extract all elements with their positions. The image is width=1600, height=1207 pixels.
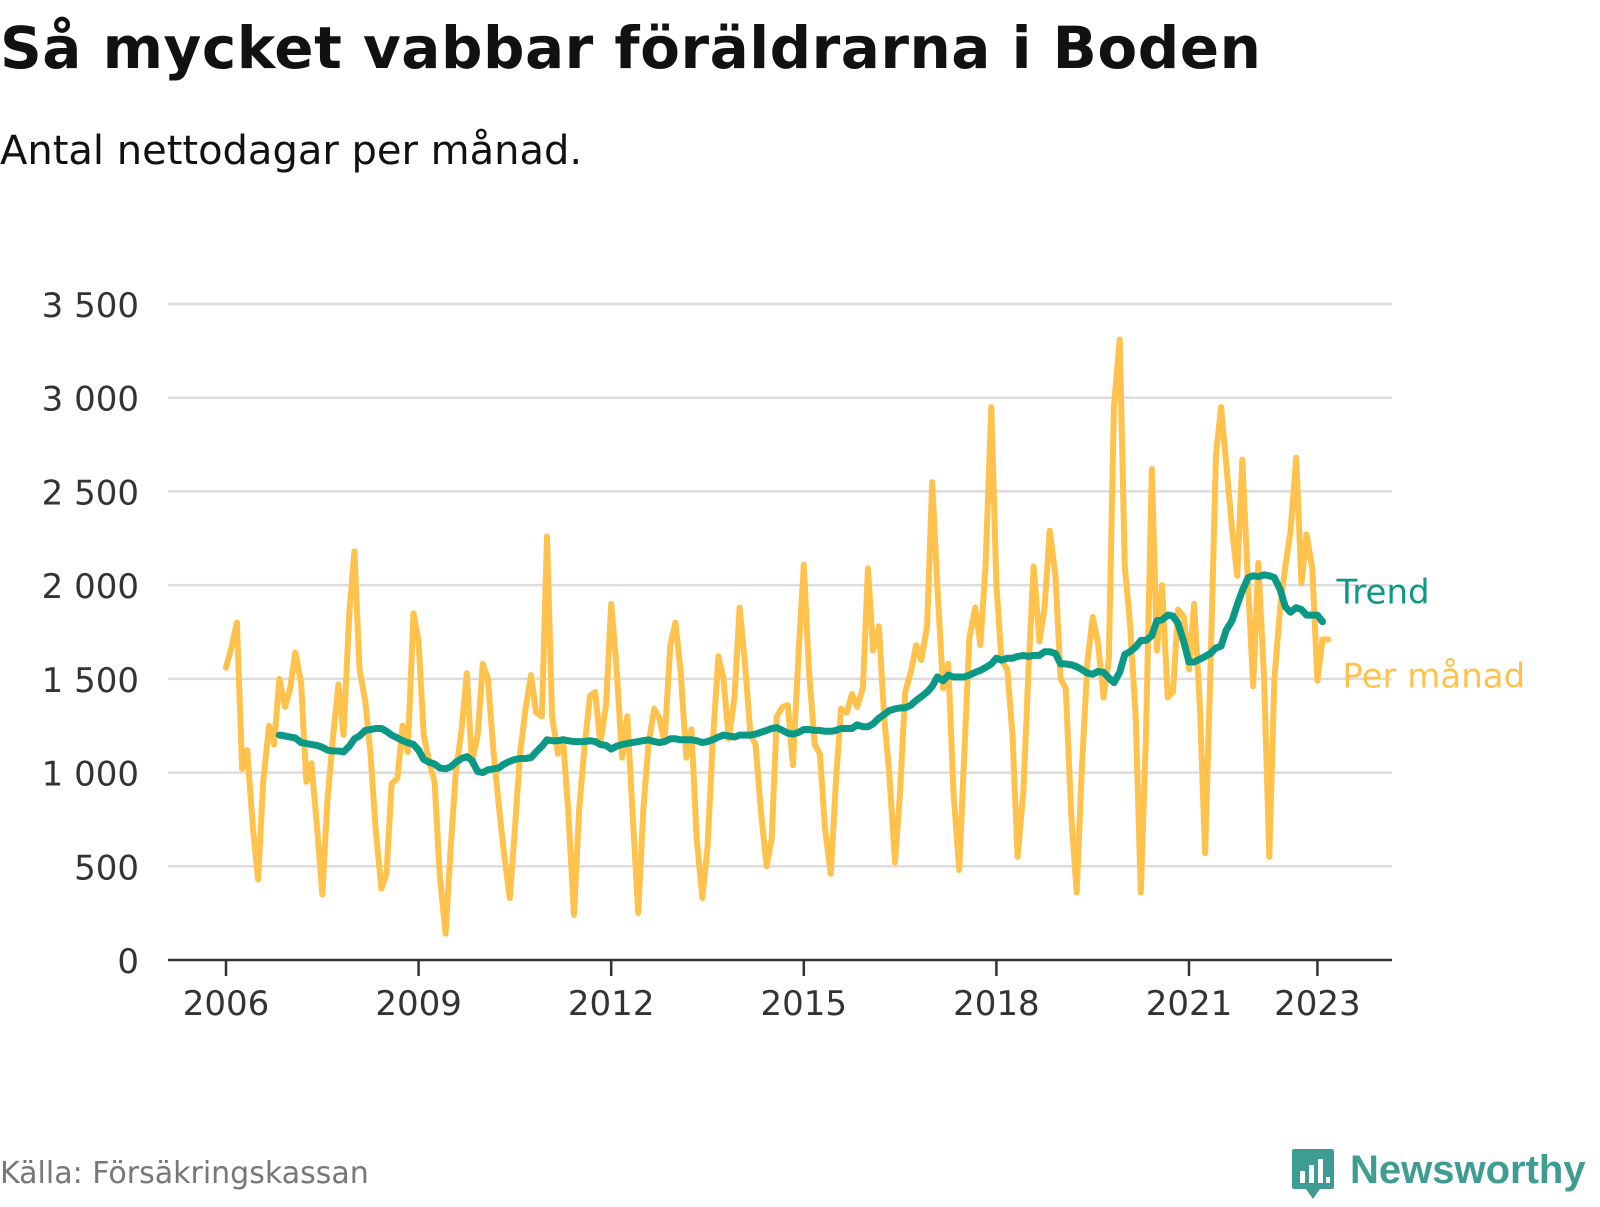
newsworthy-logo: Newsworthy bbox=[1290, 1140, 1586, 1200]
series-labels: Per månad Trend bbox=[1336, 573, 1526, 697]
y-tick-label: 1 000 bbox=[42, 755, 139, 795]
y-axis-ticks: 0 500 1 000 1 500 2 000 2 500 3 000 3 500 bbox=[42, 286, 139, 982]
series-label: Trend bbox=[1336, 573, 1430, 613]
y-tick-label: 2 500 bbox=[42, 473, 139, 513]
x-tick-label: 2015 bbox=[761, 984, 848, 1024]
x-tick-label: 2023 bbox=[1274, 984, 1361, 1024]
y-tick-label: 3 500 bbox=[42, 286, 139, 326]
y-tick-label: 2 000 bbox=[42, 567, 139, 607]
series-line-per-manad bbox=[223, 336, 1332, 937]
brand-name: Newsworthy bbox=[1350, 1147, 1586, 1192]
x-tick-label: 2021 bbox=[1146, 984, 1233, 1024]
y-tick-label: 500 bbox=[74, 848, 139, 888]
y-tick-label: 0 bbox=[117, 942, 139, 982]
x-axis: 2006 2009 2012 2015 2018 2021 2023 bbox=[168, 958, 1392, 1024]
source-note: Källa: Försäkringskassan bbox=[0, 1156, 369, 1191]
x-tick-label: 2012 bbox=[568, 984, 655, 1024]
x-tick-label: 2018 bbox=[953, 984, 1040, 1024]
series-label: Per månad bbox=[1342, 656, 1525, 696]
y-tick-label: 1 500 bbox=[42, 661, 139, 701]
y-tick-label: 3 000 bbox=[42, 380, 139, 420]
series-line-trend bbox=[275, 571, 1326, 777]
grid-lines bbox=[168, 302, 1392, 868]
chart-subtitle: Antal nettodagar per månad. bbox=[0, 128, 583, 174]
x-tick-label: 2006 bbox=[183, 984, 270, 1024]
bar-chart-logo-icon bbox=[1290, 1147, 1336, 1199]
chart-title: Så mycket vabbar föräldrarna i Boden bbox=[0, 14, 1262, 82]
x-tick-label: 2009 bbox=[375, 984, 462, 1024]
series-lines bbox=[223, 336, 1332, 937]
